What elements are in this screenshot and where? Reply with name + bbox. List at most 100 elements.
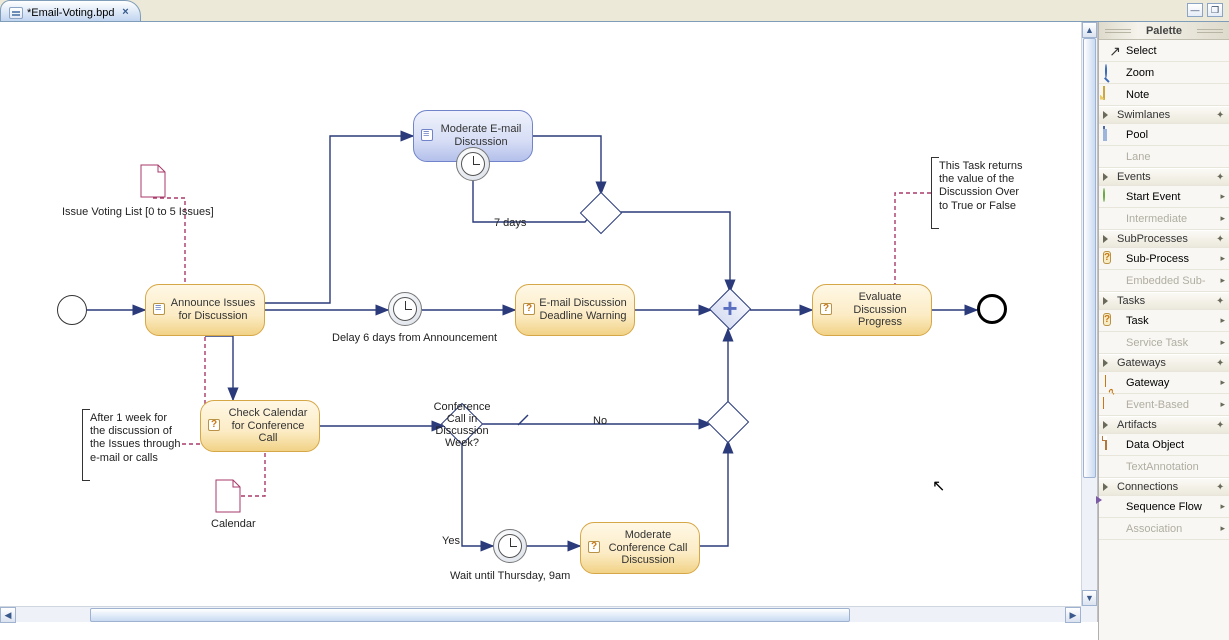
palette-tool-task[interactable]: Task▸ <box>1099 310 1229 332</box>
palette-tool-zoom[interactable]: Zoom <box>1099 62 1229 84</box>
data-object[interactable] <box>215 479 241 513</box>
scroll-right-icon[interactable]: ▶ <box>1065 607 1081 623</box>
palette-tool-select[interactable]: Select <box>1099 40 1229 62</box>
window-controls: — ❐ <box>1187 3 1223 17</box>
sequence-flow[interactable] <box>895 193 931 284</box>
palette-tool-textannotation: TextAnnotation <box>1099 456 1229 478</box>
palette-category[interactable]: SubProcesses✦ <box>1099 230 1229 248</box>
palette-tool-note[interactable]: Note <box>1099 84 1229 106</box>
category-label: Swimlanes <box>1117 109 1170 121</box>
pin-icon[interactable]: ✦ <box>1216 358 1226 368</box>
category-label: Artifacts <box>1117 419 1157 431</box>
palette-category[interactable]: Swimlanes ✦ <box>1099 106 1229 124</box>
sequence-flow[interactable] <box>241 452 265 496</box>
palette-tool-data-object[interactable]: Data Object <box>1099 434 1229 456</box>
tool-icon <box>1103 499 1121 515</box>
diagram-label: No <box>593 415 607 427</box>
task-label: E-mail Discussion Deadline Warning <box>538 297 628 322</box>
vscroll-thumb[interactable] <box>1083 38 1096 478</box>
palette-category[interactable]: Events✦ <box>1099 168 1229 186</box>
palette-category[interactable]: Connections✦ <box>1099 478 1229 496</box>
end-event[interactable] <box>977 294 1007 324</box>
expand-icon <box>1103 235 1112 243</box>
pin-icon[interactable]: ✦ <box>1216 482 1226 492</box>
editor-tab[interactable]: *Email-Voting.bpd × <box>0 0 141 22</box>
palette-panel: Palette SelectZoomNoteSwimlanes✦PoolLane… <box>1098 22 1229 640</box>
tool-icon <box>1103 521 1121 537</box>
horizontal-scrollbar[interactable]: ◀ ▶ <box>0 606 1081 622</box>
diagram-canvas[interactable]: ↖ Announce Issues for DiscussionModerate… <box>0 22 1081 606</box>
hscroll-thumb[interactable] <box>90 608 850 622</box>
pin-icon[interactable]: ✦ <box>1216 420 1226 430</box>
vertical-scrollbar[interactable]: ▲ ▼ <box>1081 22 1097 606</box>
timer-event[interactable] <box>456 147 490 181</box>
annotation-text[interactable]: This Task returns the value of the Discu… <box>939 160 1025 213</box>
clock-icon <box>461 152 485 176</box>
palette-header: Palette <box>1099 22 1229 40</box>
tool-label: Task <box>1126 315 1149 327</box>
sequence-flow[interactable] <box>462 444 493 546</box>
pin-icon[interactable]: ✦ <box>1216 234 1226 244</box>
expand-icon <box>1103 359 1112 367</box>
gateway-excl[interactable] <box>580 192 622 234</box>
tool-label: Service Task <box>1126 337 1188 349</box>
chevron-down-icon: ▸ <box>1220 523 1225 534</box>
palette-tool-association: Association▸ <box>1099 518 1229 540</box>
tool-label: Intermediate <box>1126 213 1187 225</box>
task-t1[interactable]: Announce Issues for Discussion <box>145 284 265 336</box>
chevron-down-icon: ▸ <box>1220 337 1225 348</box>
scroll-down-icon[interactable]: ▼ <box>1082 590 1097 606</box>
gateway-par[interactable] <box>709 288 751 330</box>
palette-tool-gateway[interactable]: Gateway▸ <box>1099 372 1229 394</box>
sequence-flow[interactable] <box>620 212 730 292</box>
task-marker-icon <box>421 129 433 141</box>
task-label: Evaluate Discussion Progress <box>835 291 925 329</box>
tool-icon <box>1103 313 1121 329</box>
sequence-flow[interactable] <box>700 441 728 546</box>
task-t4[interactable]: Check Calendar for Conference Call <box>200 400 320 452</box>
tool-icon <box>1103 375 1121 391</box>
scroll-corner <box>1081 606 1097 622</box>
timer-event[interactable] <box>493 529 527 563</box>
minimize-button[interactable]: — <box>1187 3 1203 17</box>
chevron-down-icon: ▸ <box>1220 501 1225 512</box>
tool-label: Pool <box>1126 129 1148 141</box>
palette-tool-sequence-flow[interactable]: Sequence Flow▸ <box>1099 496 1229 518</box>
scroll-left-icon[interactable]: ◀ <box>0 607 16 623</box>
palette-tool-pool[interactable]: Pool <box>1099 124 1229 146</box>
task-t5[interactable]: Moderate Conference Call Discussion <box>580 522 700 574</box>
gateway-excl[interactable] <box>707 401 749 443</box>
tool-label: Gateway <box>1126 377 1169 389</box>
tool-icon <box>1103 127 1121 143</box>
sequence-flow[interactable] <box>533 136 601 194</box>
data-object[interactable] <box>140 164 166 198</box>
sequence-flow[interactable] <box>265 136 413 303</box>
palette-tool-embedded-sub-: Embedded Sub-▸ <box>1099 270 1229 292</box>
sequence-flow[interactable] <box>205 336 233 400</box>
close-icon[interactable]: × <box>118 6 132 20</box>
start-event[interactable] <box>57 295 87 325</box>
tool-icon <box>1103 335 1121 351</box>
pin-icon[interactable]: ✦ <box>1216 110 1226 120</box>
chevron-down-icon: ▸ <box>1220 253 1225 264</box>
palette-tool-start-event[interactable]: Start Event▸ <box>1099 186 1229 208</box>
tab-bar: *Email-Voting.bpd × — ❐ <box>0 0 1229 22</box>
data-object-label: Calendar <box>211 518 256 530</box>
task-t3[interactable]: E-mail Discussion Deadline Warning <box>515 284 635 336</box>
palette-tool-sub-process[interactable]: Sub-Process▸ <box>1099 248 1229 270</box>
palette-title: Palette <box>1146 25 1182 37</box>
tool-icon <box>1103 459 1121 475</box>
pin-icon[interactable]: ✦ <box>1216 172 1226 182</box>
diagram-label: Yes <box>442 535 460 547</box>
timer-event[interactable] <box>388 292 422 326</box>
maximize-button[interactable]: ❐ <box>1207 3 1223 17</box>
palette-category[interactable]: Gateways✦ <box>1099 354 1229 372</box>
annotation-text[interactable]: After 1 week for the discussion of the I… <box>90 412 182 465</box>
palette-category[interactable]: Artifacts ✦ <box>1099 416 1229 434</box>
tool-label: Data Object <box>1126 439 1184 451</box>
palette-category[interactable]: Tasks✦ <box>1099 292 1229 310</box>
task-marker-icon <box>820 303 832 315</box>
scroll-up-icon[interactable]: ▲ <box>1082 22 1097 38</box>
task-t6[interactable]: Evaluate Discussion Progress <box>812 284 932 336</box>
pin-icon[interactable]: ✦ <box>1216 296 1226 306</box>
